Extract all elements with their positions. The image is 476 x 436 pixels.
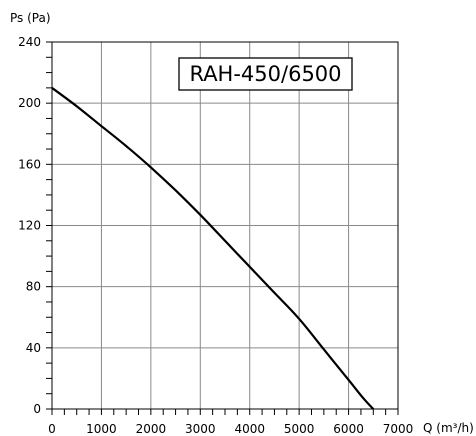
x-tick-label: 2000 [136,422,167,436]
x-tick-label: 7000 [383,422,414,436]
plot-frame [51,41,399,410]
minor-ticks [46,41,399,415]
grid [52,42,398,409]
title-frame [178,57,353,91]
tick-labels: 0 1000 2000 3000 4000 5000 6000 7000 0 40 80 120 160… [18,35,413,436]
title-box: RAH-450/6500 [178,57,353,91]
series [51,87,375,410]
y-tick-label: 240 [18,35,41,49]
x-tick-label: 4000 [234,422,265,436]
y-tick-label: 200 [18,96,41,110]
y-tick-label: 0 [33,402,41,416]
y-tick-label: 40 [26,341,41,355]
x-axis-label: Q (m³/h) [423,421,474,435]
x-tick-label: 6000 [333,422,364,436]
y-tick-label: 80 [26,280,41,294]
x-tick-label: 1000 [86,422,117,436]
x-tick-label: 0 [48,422,56,436]
fan-curve-line [51,87,375,410]
x-tick-label: 3000 [185,422,216,436]
chart-title: RAH-450/6500 [189,62,341,86]
y-axis-label: Ps (Pa) [10,11,51,25]
y-tick-label: 160 [18,157,41,171]
x-tick-label: 5000 [284,422,315,436]
y-tick-label: 120 [18,219,41,233]
